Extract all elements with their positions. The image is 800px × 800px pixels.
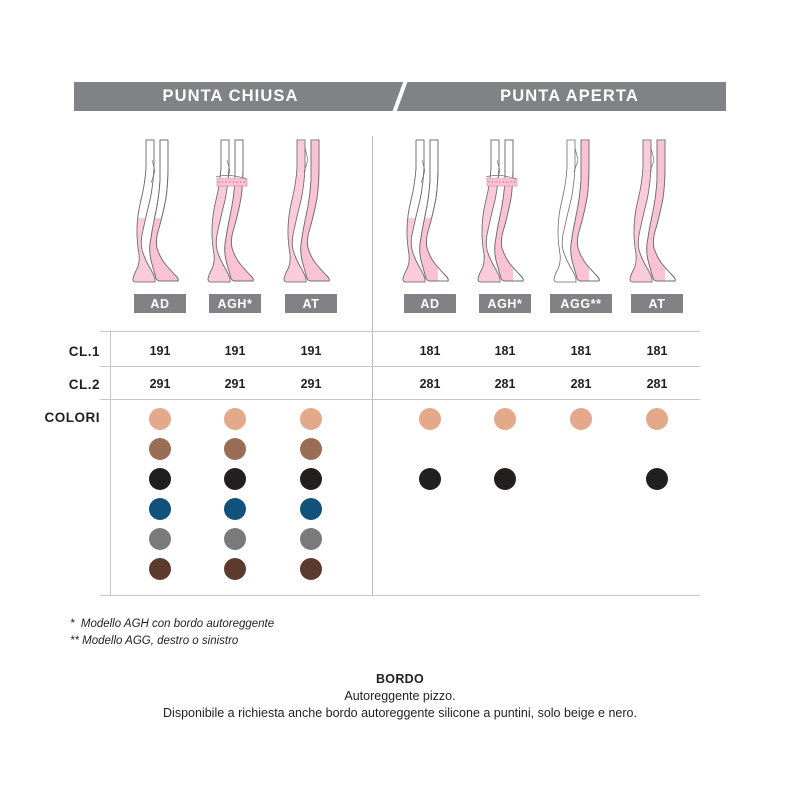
color-swatch-punta-chiusa-ad-4[interactable] bbox=[149, 498, 171, 520]
value-cl1-punta-aperta-ad: 181 bbox=[419, 344, 441, 358]
color-swatch-punta-chiusa-at-1[interactable] bbox=[300, 408, 322, 430]
color-swatch-punta-aperta-agh-1[interactable] bbox=[494, 408, 516, 430]
value-cl2-punta-aperta-ad: 281 bbox=[419, 377, 441, 391]
color-swatch-punta-aperta-at-3[interactable] bbox=[646, 468, 668, 490]
table-rule-cl2-colori bbox=[100, 399, 700, 400]
color-swatch-punta-chiusa-at-4[interactable] bbox=[300, 498, 322, 520]
color-swatch-punta-chiusa-at-2[interactable] bbox=[300, 438, 322, 460]
figure-punta-aperta-agh bbox=[469, 138, 541, 286]
color-swatch-punta-chiusa-agh-5[interactable] bbox=[224, 528, 246, 550]
bordo-line-2: Disponibile a richiesta anche bordo auto… bbox=[163, 706, 637, 720]
value-cl1-punta-aperta-at: 181 bbox=[646, 344, 668, 358]
table-rule-top bbox=[100, 331, 700, 332]
color-swatch-punta-chiusa-at-3[interactable] bbox=[300, 468, 322, 490]
bordo-line-1: Autoreggente pizzo. bbox=[344, 689, 456, 703]
product-code-badge-row: AD AGH* AT AD AGH* AGG** AT bbox=[100, 294, 700, 313]
figure-punta-aperta-at bbox=[621, 138, 693, 286]
value-cl2-punta-chiusa-agh: 291 bbox=[224, 377, 246, 391]
color-swatch-punta-aperta-agh-3[interactable] bbox=[494, 468, 516, 490]
color-swatch-punta-aperta-agg-1[interactable] bbox=[570, 408, 592, 430]
diagonal-slash-icon bbox=[387, 82, 413, 111]
row-label-cl1: CL.1 bbox=[68, 344, 100, 359]
value-cl2-punta-aperta-agg: 281 bbox=[570, 377, 592, 391]
figure-punta-chiusa-at bbox=[275, 138, 347, 286]
row-label-cl2: CL.2 bbox=[68, 377, 100, 392]
value-cl1-punta-aperta-agh: 181 bbox=[494, 344, 516, 358]
color-swatch-punta-chiusa-agh-4[interactable] bbox=[224, 498, 246, 520]
figure-punta-chiusa-ad bbox=[124, 138, 196, 286]
color-swatch-punta-chiusa-agh-6[interactable] bbox=[224, 558, 246, 580]
color-swatch-punta-chiusa-ad-1[interactable] bbox=[149, 408, 171, 430]
badge-punta-chiusa-ad[interactable]: AD bbox=[134, 294, 186, 313]
figure-punta-aperta-ad bbox=[394, 138, 466, 286]
table-rule-cl1-cl2 bbox=[100, 366, 700, 367]
header-title-punta-aperta: PUNTA APERTA bbox=[500, 87, 639, 105]
value-cl1-punta-chiusa-ad: 191 bbox=[149, 344, 171, 358]
badge-punta-aperta-agg[interactable]: AGG** bbox=[550, 294, 612, 313]
bordo-title: BORDO bbox=[375, 672, 425, 686]
row-label-colori: COLORI bbox=[44, 410, 100, 425]
value-cl2-punta-aperta-at: 281 bbox=[646, 377, 668, 391]
section-header-bar: PUNTA CHIUSA PUNTA APERTA bbox=[74, 82, 726, 111]
badge-punta-chiusa-at[interactable]: AT bbox=[285, 294, 337, 313]
color-swatch-punta-aperta-ad-1[interactable] bbox=[419, 408, 441, 430]
value-cl1-punta-aperta-agg: 181 bbox=[570, 344, 592, 358]
color-swatch-punta-chiusa-ad-2[interactable] bbox=[149, 438, 171, 460]
color-swatch-punta-chiusa-ad-6[interactable] bbox=[149, 558, 171, 580]
color-swatch-punta-chiusa-at-6[interactable] bbox=[300, 558, 322, 580]
row-label-divider-vertical bbox=[110, 330, 111, 595]
figure-punta-chiusa-agh bbox=[199, 138, 271, 286]
footnote-agg: ** Modello AGG, destro o sinistro bbox=[70, 635, 239, 647]
value-cl2-punta-aperta-agh: 281 bbox=[494, 377, 516, 391]
footnotes: * Modello AGH con bordo autoreggente ** … bbox=[70, 616, 274, 650]
value-cl1-punta-chiusa-at: 191 bbox=[300, 344, 322, 358]
color-swatch-punta-aperta-ad-3[interactable] bbox=[419, 468, 441, 490]
color-swatch-punta-chiusa-ad-3[interactable] bbox=[149, 468, 171, 490]
table-rule-bottom bbox=[100, 595, 700, 596]
header-title-punta-chiusa: PUNTA CHIUSA bbox=[162, 87, 299, 105]
badge-punta-aperta-ad[interactable]: AD bbox=[404, 294, 456, 313]
figure-punta-aperta-agg bbox=[545, 138, 617, 286]
color-swatch-punta-chiusa-agh-1[interactable] bbox=[224, 408, 246, 430]
badge-punta-aperta-agh[interactable]: AGH* bbox=[479, 294, 531, 313]
color-swatch-punta-chiusa-agh-3[interactable] bbox=[224, 468, 246, 490]
color-swatch-punta-chiusa-agh-2[interactable] bbox=[224, 438, 246, 460]
value-cl2-punta-chiusa-ad: 291 bbox=[149, 377, 171, 391]
product-figure-row bbox=[100, 136, 700, 286]
value-cl2-punta-chiusa-at: 291 bbox=[300, 377, 322, 391]
color-swatch-punta-chiusa-ad-5[interactable] bbox=[149, 528, 171, 550]
badge-punta-chiusa-agh[interactable]: AGH* bbox=[209, 294, 261, 313]
color-swatch-punta-chiusa-at-5[interactable] bbox=[300, 528, 322, 550]
footnote-agh: * Modello AGH con bordo autoreggente bbox=[70, 618, 275, 630]
badge-punta-aperta-at[interactable]: AT bbox=[631, 294, 683, 313]
color-swatch-punta-aperta-at-1[interactable] bbox=[646, 408, 668, 430]
value-cl1-punta-chiusa-agh: 191 bbox=[224, 344, 246, 358]
bordo-info-block: BORDO Autoreggente pizzo. Disponibile a … bbox=[0, 672, 800, 722]
